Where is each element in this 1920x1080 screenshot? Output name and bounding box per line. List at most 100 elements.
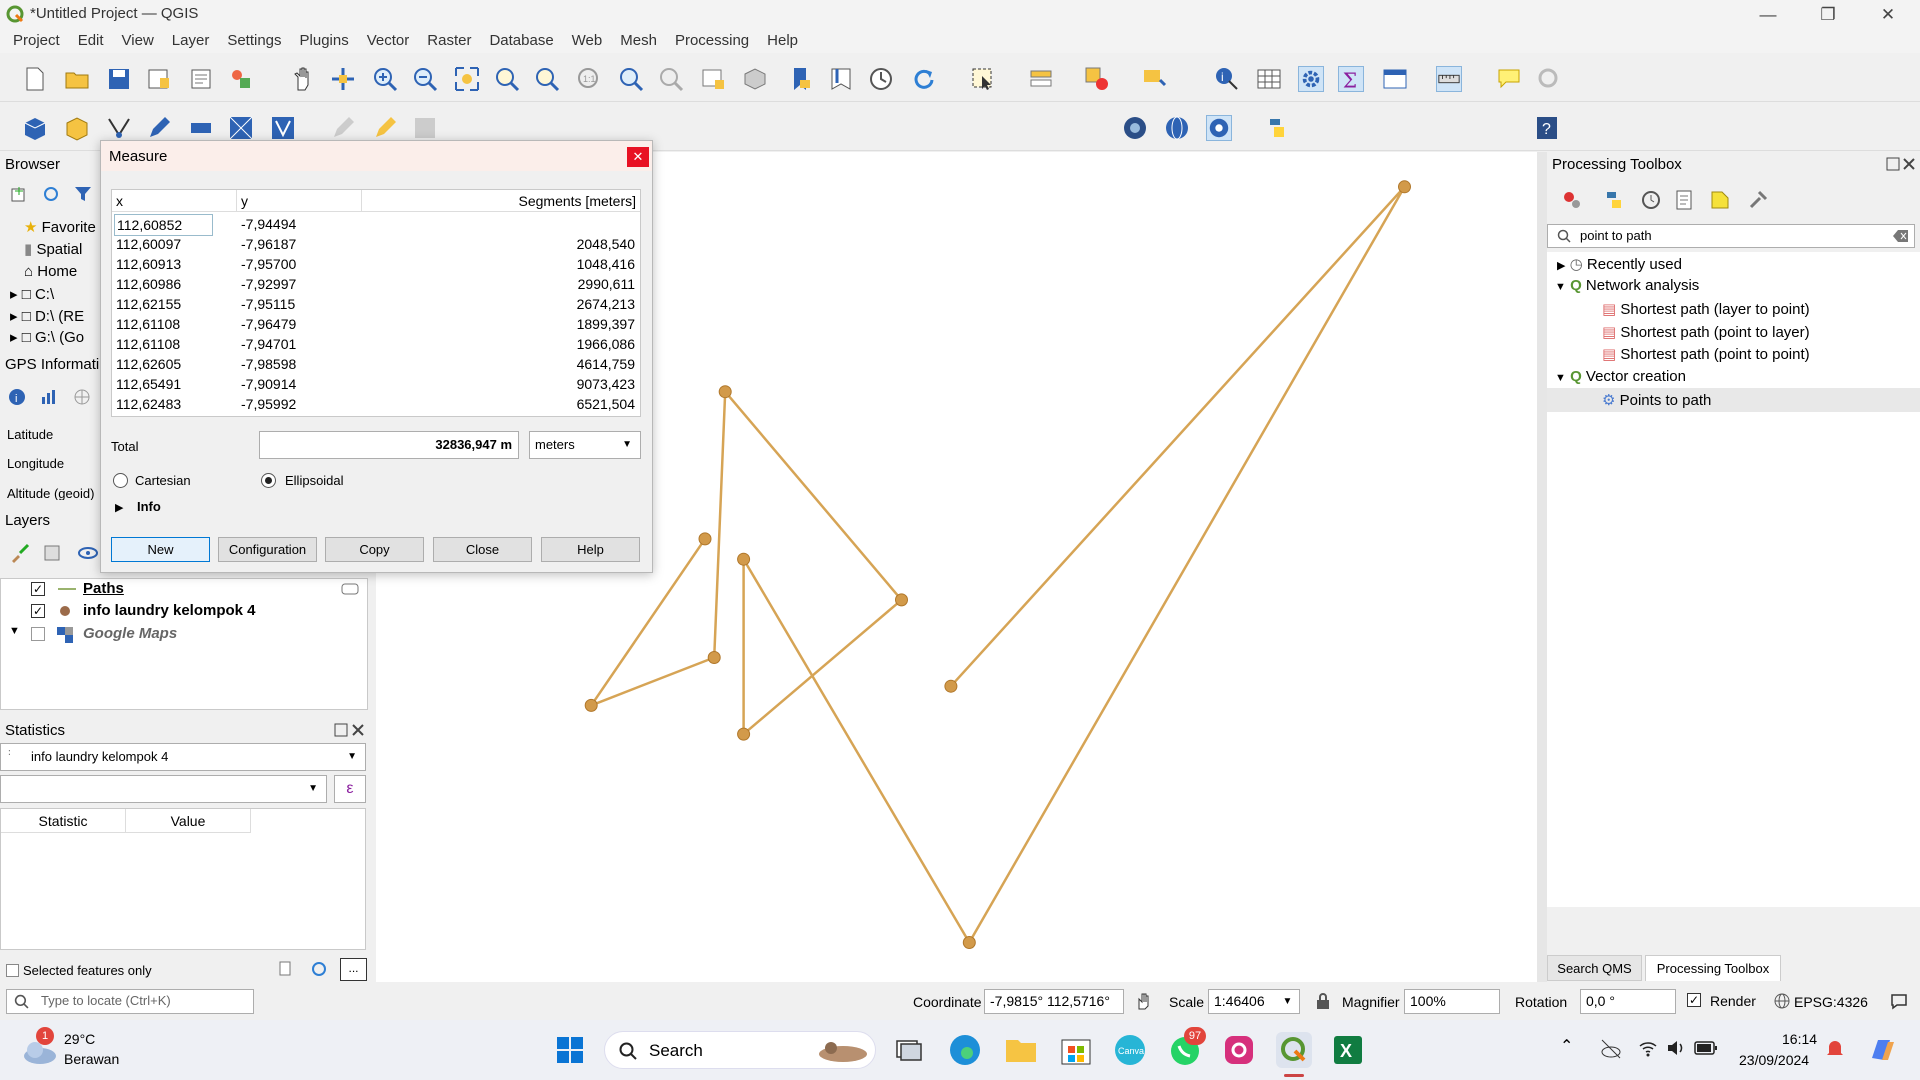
menu-settings[interactable]: Settings xyxy=(227,32,282,49)
layer-google-maps-name[interactable]: Google Maps xyxy=(83,625,178,642)
menu-processing[interactable]: Processing xyxy=(674,32,750,49)
menu-plugins[interactable]: Plugins xyxy=(299,32,349,49)
statistical-summary-icon[interactable]: Σ xyxy=(1338,66,1364,92)
menu-layer[interactable]: Layer xyxy=(171,32,210,49)
clock-date[interactable]: 23/09/2024 xyxy=(1739,1052,1810,1068)
excel-icon[interactable]: X xyxy=(1330,1032,1366,1068)
search-qms-icon[interactable] xyxy=(1206,115,1232,141)
select-features-icon[interactable] xyxy=(970,66,996,92)
statistics-layer-select[interactable]: info laundry kelompok 4 ▼ xyxy=(0,743,366,771)
clock-time[interactable]: 16:14 xyxy=(1782,1031,1818,1047)
task-view-icon[interactable] xyxy=(891,1032,927,1068)
file-explorer-icon[interactable] xyxy=(1003,1032,1039,1068)
layer-google-maps-checkbox[interactable] xyxy=(31,627,45,641)
menu-web[interactable]: Web xyxy=(571,32,603,49)
python-console-icon[interactable] xyxy=(1264,115,1290,141)
col-x[interactable]: x xyxy=(112,190,237,212)
copy-stats-icon[interactable] xyxy=(276,960,294,978)
col-y[interactable]: y xyxy=(237,190,362,212)
magnifier-field[interactable]: 100% xyxy=(1404,989,1500,1014)
measure-row[interactable]: 112,62483 -7,95992 6521,504 xyxy=(112,394,640,414)
splitter[interactable] xyxy=(1537,152,1547,982)
col-value[interactable]: Value xyxy=(126,809,251,833)
measure-row[interactable]: 112,60986 -7,92997 2990,611 xyxy=(112,274,640,294)
browser-item-d-drive[interactable]: ▸ □ D:\ (RE xyxy=(10,308,85,325)
menu-vector[interactable]: Vector xyxy=(366,32,410,49)
show-hidden-icons[interactable]: ⌃ xyxy=(1560,1038,1574,1055)
select-location-icon[interactable] xyxy=(1142,66,1168,92)
zoom-out-icon[interactable] xyxy=(412,66,438,92)
menu-help[interactable]: Help xyxy=(767,32,798,49)
menu-view[interactable]: View xyxy=(121,32,154,49)
new-map-view-icon[interactable] xyxy=(700,66,726,92)
pan-to-selection-icon[interactable] xyxy=(330,66,356,92)
browser-item-favorites[interactable]: ★ Favorite xyxy=(24,219,96,236)
new-button[interactable]: New xyxy=(111,537,210,562)
lock-scale-icon[interactable] xyxy=(1316,993,1330,1010)
measure-row[interactable]: 112,60852 -7,94494 xyxy=(112,214,640,236)
copilot-icon[interactable] xyxy=(1866,1034,1898,1066)
copy-button[interactable]: Copy xyxy=(325,537,424,562)
new-print-layout-icon[interactable] xyxy=(146,66,172,92)
zoom-next-icon[interactable] xyxy=(658,66,684,92)
map-tips-icon[interactable] xyxy=(1496,66,1522,92)
data-source-manager-icon[interactable] xyxy=(22,115,48,141)
measure-row[interactable]: 112,62155 -7,95115 2674,213 xyxy=(112,294,640,314)
restore-button[interactable]: ❐ xyxy=(1820,5,1836,24)
menu-database[interactable]: Database xyxy=(489,32,554,49)
menu-mesh[interactable]: Mesh xyxy=(620,32,657,49)
filter-browser-icon[interactable] xyxy=(74,185,92,203)
history-icon[interactable] xyxy=(1640,189,1662,211)
measure-row[interactable]: 112,62605 -7,98598 4614,759 xyxy=(112,354,640,374)
info-expand-icon[interactable]: ▶ xyxy=(115,502,124,514)
tree-shortest-path-point-to-point[interactable]: ▤ Shortest path (point to point) xyxy=(1602,346,1810,363)
layer-paths-checkbox[interactable]: ✓ xyxy=(31,582,45,596)
scale-field[interactable]: 1:46406 xyxy=(1208,989,1300,1014)
volume-icon[interactable] xyxy=(1666,1038,1686,1058)
col-segments[interactable]: Segments [meters] xyxy=(362,190,640,212)
menu-raster[interactable]: Raster xyxy=(427,32,472,49)
collapse-arrow-icon[interactable]: ▼ xyxy=(9,625,20,637)
manage-map-themes-icon[interactable] xyxy=(78,545,98,561)
open-layer-styling-icon[interactable] xyxy=(10,543,30,563)
deselect-features-icon[interactable] xyxy=(1084,66,1110,92)
battery-icon[interactable] xyxy=(1694,1040,1718,1056)
virtual-layer-icon[interactable] xyxy=(188,115,214,141)
refresh-browser-icon[interactable] xyxy=(42,185,60,203)
help-contents-icon[interactable]: ? xyxy=(1534,115,1560,141)
expression-icon[interactable]: ε xyxy=(334,775,366,803)
zoom-full-icon[interactable] xyxy=(454,66,480,92)
selected-only-checkbox[interactable] xyxy=(6,964,19,977)
layer-laundry-name[interactable]: info laundry kelompok 4 xyxy=(83,602,256,619)
gps-satellite-icon[interactable] xyxy=(73,388,91,406)
help-button[interactable]: Help xyxy=(541,537,640,562)
measure-row[interactable]: 112,61108 -7,94701 1966,086 xyxy=(112,334,640,354)
decorations-icon[interactable] xyxy=(1536,66,1562,92)
new-geopackage-layer-icon[interactable] xyxy=(64,115,90,141)
toggle-editing-icon[interactable] xyxy=(330,115,356,141)
layer-paths-name[interactable]: Paths xyxy=(83,580,124,597)
browser-item-c-drive[interactable]: ▸ □ C:\ xyxy=(10,286,55,303)
wifi-icon[interactable] xyxy=(1638,1038,1658,1058)
close-button[interactable]: Close xyxy=(433,537,532,562)
weather-cloud-icon[interactable] xyxy=(20,1034,60,1066)
layer-laundry-checkbox[interactable]: ✓ xyxy=(31,604,45,618)
menu-project[interactable]: Project xyxy=(13,32,60,49)
ellipsoidal-radio[interactable] xyxy=(261,473,276,488)
new-3d-map-view-icon[interactable] xyxy=(742,66,768,92)
save-edits-icon[interactable] xyxy=(412,115,438,141)
processing-search-input[interactable]: point to path xyxy=(1547,224,1915,248)
attribute-table-icon[interactable] xyxy=(1256,66,1282,92)
edit-features-in-place-icon[interactable] xyxy=(1709,189,1731,211)
minimize-button[interactable]: — xyxy=(1759,5,1777,24)
layout-manager-icon[interactable] xyxy=(188,66,214,92)
menu-edit[interactable]: Edit xyxy=(77,32,104,49)
close-panel-icon[interactable] xyxy=(351,723,365,737)
statistics-field-select[interactable]: ▼ xyxy=(0,775,327,803)
locator-input[interactable]: Type to locate (Ctrl+K) xyxy=(6,989,254,1014)
measure-row[interactable]: 112,61108 -7,96479 1899,397 xyxy=(112,314,640,334)
close-window-button[interactable]: ✕ xyxy=(1880,5,1896,24)
tree-recently-used[interactable]: ▶ ◷ Recently used xyxy=(1557,256,1682,273)
python-scripts-icon[interactable] xyxy=(1603,189,1625,211)
edit-pencil-icon[interactable] xyxy=(146,115,172,141)
